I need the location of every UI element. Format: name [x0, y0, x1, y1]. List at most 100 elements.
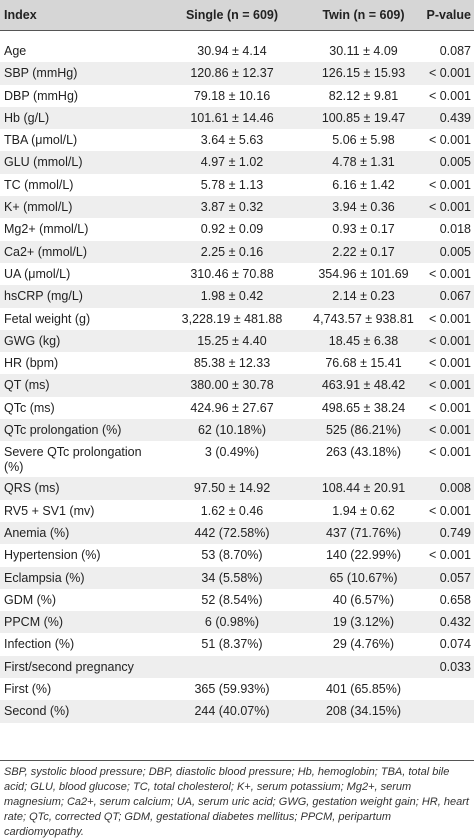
row-label: QT (ms) — [4, 378, 50, 393]
table-body: Age 30.94 ± 4.14 30.11 ± 4.09 0.087 SBP (mmH… — [0, 40, 474, 723]
single-value: 310.46 ± 70.88 — [190, 266, 274, 281]
table-row: GLU (mmol/L) 4.97 ± 1.02 4.78 ± 1.31 0.005 — [0, 151, 474, 174]
twin-value: 354.96 ± 101.69 — [318, 266, 409, 281]
single-value: 101.61 ± 14.46 — [190, 110, 274, 125]
single-value: 3.64 ± 5.63 — [200, 133, 264, 148]
single-value: 85.38 ± 12.33 — [193, 356, 271, 371]
single-value: 442 (72.58%) — [194, 525, 270, 540]
row-label: RV5 + SV1 (mv) — [4, 503, 95, 518]
single-value: 62 (10.18%) — [197, 423, 267, 438]
table-row: Age 30.94 ± 4.14 30.11 ± 4.09 0.087 — [0, 40, 474, 62]
bottom-rule — [0, 760, 474, 761]
single-value: 1.98 ± 0.42 — [200, 289, 264, 304]
table-row: Infection (%) 51 (8.37%) 29 (4.76%) 0.074 — [0, 633, 474, 655]
twin-value: 29 (4.76%) — [332, 637, 395, 652]
table-row: First (%) 365 (59.93%) 401 (65.85%) — [0, 678, 474, 700]
table-row: QRS (ms) 97.50 ± 14.92 108.44 ± 20.91 0.008 — [0, 477, 474, 500]
twin-value: 1.94 ± 0.62 — [332, 503, 395, 518]
p-value: 0.057 — [439, 570, 471, 585]
twin-value: 6.16 ± 1.42 — [332, 177, 395, 192]
p-value: < 0.001 — [428, 88, 471, 103]
p-value: 0.432 — [439, 615, 471, 630]
row-label: First (%) — [4, 682, 52, 697]
p-value: 0.008 — [439, 481, 471, 496]
p-value: 0.749 — [439, 525, 471, 540]
twin-value: 30.11 ± 4.09 — [329, 44, 398, 58]
row-label: Ca2+ (mmol/L) — [4, 244, 88, 259]
row-label: DBP (mmHg) — [4, 88, 79, 103]
table-row: Anemia (%) 442 (72.58%) 437 (71.76%) 0.749 — [0, 521, 474, 545]
row-label: Mg2+ (mmol/L) — [4, 222, 89, 237]
twin-value: 126.15 ± 15.93 — [321, 66, 406, 81]
table-row: UA (μmol/L) 310.46 ± 70.88 354.96 ± 101.69… — [0, 263, 474, 285]
single-value: 120.86 ± 12.37 — [190, 66, 274, 81]
twin-value: 2.22 ± 0.17 — [332, 244, 395, 259]
header-twin: Twin (n = 609) — [322, 8, 405, 22]
twin-value: 463.91 ± 48.42 — [321, 378, 406, 393]
row-label: Infection (%) — [4, 637, 75, 652]
row-label: Severe QTc prolongation (%) — [4, 445, 142, 475]
row-label: UA (μmol/L) — [4, 266, 71, 281]
table-row: HR (bpm) 85.38 ± 12.33 76.68 ± 15.41 < 0.00… — [0, 352, 474, 374]
table-header: Index Single (n = 609) Twin (n = 609) P-… — [0, 0, 474, 30]
twin-value: 4,743.57 ± 938.81 — [313, 311, 414, 326]
table-row: Hypertension (%) 53 (8.70%) 140 (22.99%) < … — [0, 544, 474, 566]
row-label: Second (%) — [4, 704, 70, 719]
twin-value: 40 (6.57%) — [332, 592, 395, 607]
single-value: 3.87 ± 0.32 — [200, 200, 264, 215]
p-value: < 0.001 — [428, 356, 471, 371]
p-value: < 0.001 — [428, 548, 471, 563]
twin-value: 498.65 ± 38.24 — [321, 400, 406, 415]
single-value: 30.94 ± 4.14 — [197, 44, 267, 58]
twin-value: 18.45 ± 6.38 — [328, 333, 399, 348]
table-row: Mg2+ (mmol/L) 0.92 ± 0.09 0.93 ± 0.17 0.018 — [0, 218, 474, 240]
table-row: Hb (g/L) 101.61 ± 14.46 100.85 ± 19.47 0.43… — [0, 106, 474, 130]
twin-value: 4.78 ± 1.31 — [332, 155, 395, 170]
p-value: < 0.001 — [428, 311, 471, 326]
single-value: 380.00 ± 30.78 — [190, 378, 274, 393]
p-value: 0.005 — [439, 244, 471, 259]
single-value: 53 (8.70%) — [201, 548, 263, 563]
single-value: 2.25 ± 0.16 — [200, 244, 264, 259]
twin-value: 100.85 ± 19.47 — [321, 110, 406, 125]
table-row: First/second pregnancy 0.033 — [0, 655, 474, 679]
single-value: 0.92 ± 0.09 — [200, 222, 264, 237]
row-label: Age — [4, 44, 27, 58]
row-label: TC (mmol/L) — [4, 177, 74, 192]
p-value: < 0.001 — [428, 333, 471, 348]
table-row: TBA (μmol/L) 3.64 ± 5.63 5.06 ± 5.98 < 0.00… — [0, 129, 474, 151]
table-footnote: SBP, systolic blood pressure; DBP, diast… — [4, 766, 469, 838]
row-label: Hypertension (%) — [4, 548, 101, 563]
table-row: SBP (mmHg) 120.86 ± 12.37 126.15 ± 15.93 < … — [0, 62, 474, 85]
single-value: 3,228.19 ± 481.88 — [181, 311, 283, 326]
p-value: 0.074 — [439, 637, 471, 652]
header-pvalue: P-value — [426, 8, 471, 22]
row-label: K+ (mmol/L) — [4, 200, 73, 215]
p-value: < 0.001 — [428, 423, 471, 438]
table-row: RV5 + SV1 (mv) 1.62 ± 0.46 1.94 ± 0.62 < 0.… — [0, 500, 474, 522]
single-value: 424.96 ± 27.67 — [190, 400, 274, 415]
p-value: 0.067 — [439, 289, 471, 304]
twin-value: 2.14 ± 0.23 — [332, 289, 395, 304]
table-row: GWG (kg) 15.25 ± 4.40 18.45 ± 6.38 < 0.001 — [0, 329, 474, 353]
row-label: QRS (ms) — [4, 481, 60, 496]
single-value: 51 (8.37%) — [201, 637, 263, 652]
table-row: Severe QTc prolongation (%) 3 (0.49%) 263 … — [0, 441, 474, 477]
p-value: < 0.001 — [428, 378, 471, 393]
row-label: GDM (%) — [4, 592, 57, 607]
single-value: 1.62 ± 0.46 — [200, 503, 264, 518]
p-value: < 0.001 — [428, 503, 471, 518]
row-label: Hb (g/L) — [4, 110, 50, 125]
twin-value: 65 (10.67%) — [329, 570, 398, 585]
twin-value: 19 (3.12%) — [332, 615, 395, 630]
table-row: hsCRP (mg/L) 1.98 ± 0.42 2.14 ± 0.23 0.067 — [0, 285, 474, 308]
twin-value: 3.94 ± 0.36 — [332, 200, 395, 215]
p-value: 0.439 — [439, 110, 471, 125]
p-value: < 0.001 — [428, 133, 471, 148]
p-value: 0.033 — [439, 659, 471, 674]
p-value: < 0.001 — [428, 177, 471, 192]
table-row: QT (ms) 380.00 ± 30.78 463.91 ± 48.42 < 0.0… — [0, 374, 474, 397]
table-row: Eclampsia (%) 34 (5.58%) 65 (10.67%) 0.057 — [0, 566, 474, 589]
single-value: 4.97 ± 1.02 — [200, 155, 264, 170]
table-row: DBP (mmHg) 79.18 ± 10.16 82.12 ± 9.81 < 0.0… — [0, 85, 474, 107]
